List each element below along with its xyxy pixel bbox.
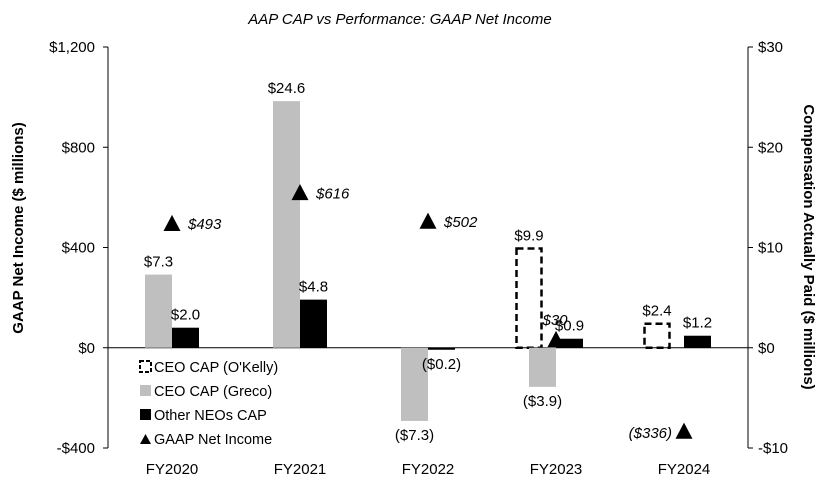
bar-data-label: $0.9: [555, 318, 584, 335]
left-axis-title: GAAP Net Income ($ millions): [10, 122, 27, 333]
legend-swatch-gaap: [140, 434, 151, 444]
bar-data-label: $4.8: [299, 279, 328, 296]
bar-data-label: $2.0: [171, 307, 200, 324]
right-tick-label: $10: [758, 240, 783, 257]
gaap-data-label: ($336): [629, 425, 672, 442]
bar-greco: [145, 274, 172, 348]
bar-data-label: ($7.3): [395, 427, 434, 444]
bar-other-neos: [684, 335, 711, 348]
legend-label: GAAP Net Income: [154, 432, 272, 448]
x-tick-label: FY2020: [146, 461, 199, 478]
bar-greco: [401, 347, 428, 421]
x-tick-label: FY2024: [658, 461, 711, 478]
left-tick-label: -$400: [57, 440, 95, 457]
legend-swatch: [140, 409, 151, 420]
x-tick-label: FY2023: [530, 461, 583, 478]
bar-data-label: $9.9: [514, 228, 543, 245]
bar-oKelly: [643, 322, 671, 350]
right-axis-title: Compensation Actually Paid ($ millions): [800, 104, 817, 389]
right-tick-label: $30: [758, 39, 783, 56]
bar-oKelly: [515, 247, 543, 349]
legend: CEO CAP (O'Kelly) CEO CAP (Greco) Other NE…: [139, 360, 278, 448]
right-tick-label: -$10: [758, 440, 788, 457]
bar-data-label: ($0.2): [422, 356, 461, 373]
gaap-data-label: $616: [315, 185, 350, 202]
gaap-net-income-marker: [675, 422, 693, 439]
bar-other-neos: [556, 338, 583, 348]
right-tick-label: $0: [758, 340, 775, 357]
gaap-net-income-marker: [547, 330, 565, 348]
gaap-data-label: $493: [187, 216, 222, 233]
legend-label: CEO CAP (Greco): [154, 384, 272, 400]
bar-other-neos: [172, 327, 199, 348]
gaap-net-income-marker: [419, 212, 437, 229]
bar-data-label: $1.2: [683, 315, 712, 332]
bar-other-neos: [428, 347, 455, 350]
gaap-data-label: $502: [443, 214, 478, 231]
legend-swatch: [140, 385, 151, 396]
bar-other-neos: [300, 299, 327, 348]
bar-greco: [273, 101, 300, 348]
bar-data-label: ($3.9): [523, 393, 562, 410]
bar-data-label: $2.4: [642, 303, 671, 320]
gaap-data-label: $30: [541, 312, 568, 329]
legend-label: Other NEOs CAP: [154, 408, 267, 424]
left-tick-label: $800: [62, 139, 95, 156]
x-tick-label: FY2022: [402, 461, 455, 478]
right-tick-label: $20: [758, 139, 783, 156]
legend-swatch-oKelly: [139, 360, 152, 373]
legend-label: CEO CAP (O'Kelly): [154, 360, 278, 376]
x-tick-label: FY2021: [274, 461, 327, 478]
bar-data-label: $7.3: [144, 254, 173, 271]
gaap-net-income-marker: [163, 214, 181, 231]
chart-title: AAP CAP vs Performance: GAAP Net Income: [247, 11, 551, 28]
gaap-net-income-marker: [291, 184, 309, 201]
left-tick-label: $1,200: [49, 39, 95, 56]
left-tick-label: $400: [62, 240, 95, 257]
left-tick-label: $0: [78, 340, 95, 357]
bar-greco: [529, 347, 556, 387]
bar-data-label: $24.6: [268, 80, 306, 97]
